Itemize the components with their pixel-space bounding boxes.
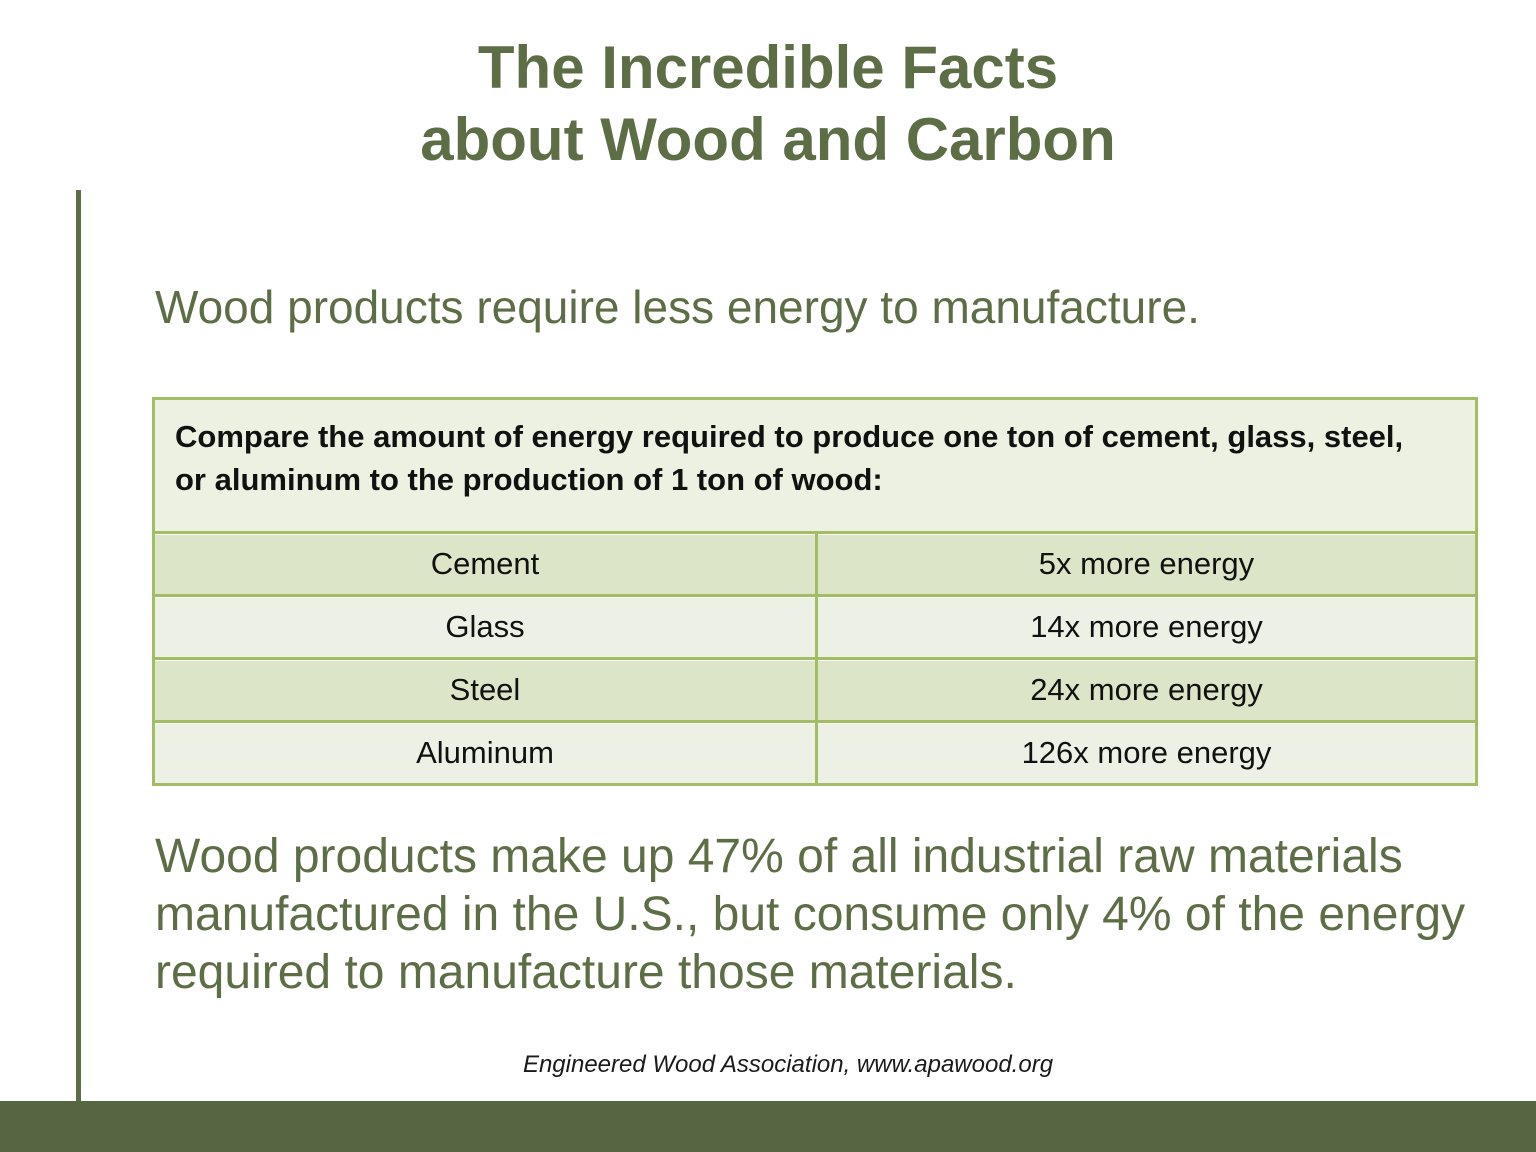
- table-caption: Compare the amount of energy required to…: [155, 400, 1425, 531]
- slide-title-line-2: about Wood and Carbon: [420, 106, 1116, 173]
- energy-cell: 126x more energy: [815, 723, 1475, 783]
- energy-comparison-table: Compare the amount of energy required to…: [152, 397, 1478, 786]
- table-row: Glass 14x more energy: [155, 594, 1475, 657]
- table-row: Aluminum 126x more energy: [155, 720, 1475, 783]
- slide-title-line-1: The Incredible Facts: [477, 34, 1059, 101]
- energy-cell: 14x more energy: [815, 597, 1475, 657]
- subtitle: Wood products require less energy to man…: [155, 281, 1200, 333]
- left-accent-line: [76, 190, 81, 1102]
- material-cell: Steel: [449, 672, 521, 707]
- table-row: Steel 24x more energy: [155, 657, 1475, 720]
- energy-cell: 5x more energy: [815, 534, 1475, 594]
- footer-bar: [0, 1101, 1536, 1152]
- body-paragraph: Wood products make up 47% of all industr…: [155, 830, 1466, 999]
- material-cell: Cement: [430, 546, 540, 581]
- citation: Engineered Wood Association, www.apawood…: [522, 1051, 1054, 1078]
- table-row: Cement 5x more energy: [155, 531, 1475, 594]
- energy-cell: 24x more energy: [815, 660, 1475, 720]
- slide-title: The Incredible Facts about Wood and Carb…: [0, 32, 1536, 176]
- material-cell: Aluminum: [416, 735, 554, 770]
- material-cell: Glass: [445, 609, 525, 644]
